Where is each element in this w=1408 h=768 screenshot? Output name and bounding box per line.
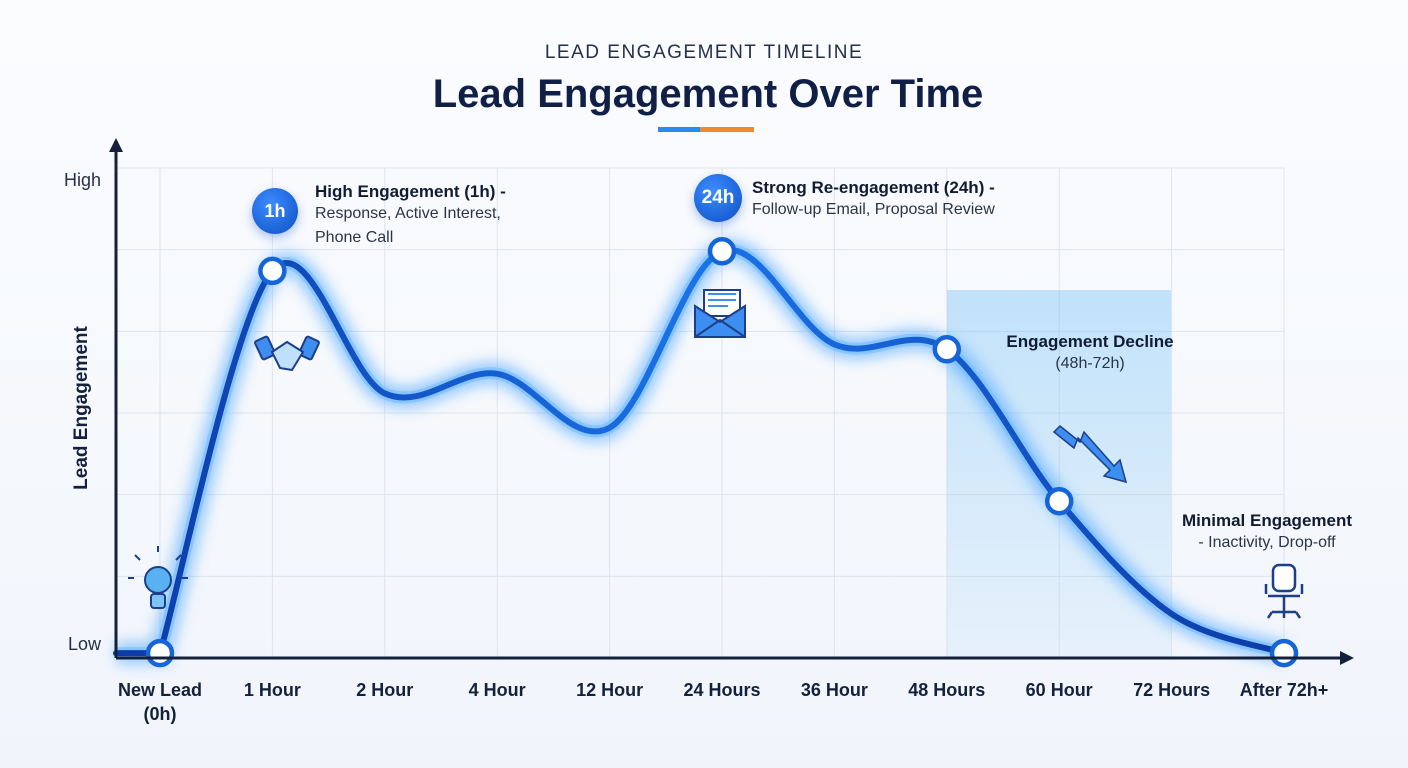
point-marker: [707, 237, 737, 266]
title-underline: [658, 127, 704, 132]
annotation-title: Engagement Decline: [1006, 332, 1174, 351]
annotation: High Engagement (1h) - Response, Active …: [315, 182, 545, 250]
x-tick-label: 36 Hour: [800, 680, 868, 700]
decline-arrow: [1052, 424, 1128, 484]
annotation-title: Strong Re-engagement (24h) -: [752, 178, 995, 197]
x-tick-label: 60 Hour: [1025, 680, 1093, 700]
x-tick-label: New Lead (0h): [117, 680, 203, 724]
badge: 1h: [252, 188, 298, 234]
annotation-text: - Inactivity, Drop-off: [1198, 534, 1336, 551]
bulb-icon: [128, 546, 188, 609]
chart-title: Lead Engagement Over Time: [433, 72, 984, 116]
x-tick-label: 24 Hours: [683, 680, 761, 700]
y-axis-arrow: [109, 138, 123, 152]
point-marker: [145, 638, 175, 668]
email-icon: [694, 289, 746, 338]
x-tick-label: 2 Hour: [356, 680, 414, 700]
annotation-text: (48h-72h): [1055, 355, 1125, 372]
y-tick-label: Low: [68, 634, 102, 654]
x-tick-label: 1 Hour: [243, 680, 301, 700]
y-tick-label: High: [64, 170, 101, 190]
x-tick-label: After 72h+: [1239, 680, 1329, 700]
point-marker: [258, 256, 287, 286]
y-axis-label: Lead Engagement: [71, 326, 92, 490]
annotation-title: Minimal Engagement: [1181, 511, 1353, 530]
annotation: Strong Re-engagement (24h) - Follow-up E…: [752, 178, 1082, 222]
x-tick-label: 72 Hours: [1133, 680, 1211, 700]
point-marker: [1044, 486, 1074, 516]
title-underline: [700, 127, 754, 132]
badge: 24h: [694, 174, 742, 222]
handshake-icon: [254, 335, 320, 372]
x-tick-label: 48 Hours: [908, 680, 986, 700]
x-tick-label: 4 Hour: [468, 680, 526, 700]
annotation-title: High Engagement (1h) -: [315, 182, 506, 201]
annotation-text: Follow-up Email, Proposal Review: [752, 201, 995, 218]
annotation: Minimal Engagement - Inactivity, Drop-of…: [1160, 511, 1374, 555]
annotation-text: Response, Active Interest, Phone Call: [315, 205, 501, 246]
chart-subtitle: LEAD ENGAGEMENT TIMELINE: [545, 42, 863, 63]
point-marker: [1269, 638, 1299, 668]
plot: [113, 237, 1299, 668]
point-marker: [932, 335, 962, 364]
x-tick-label: 12 Hour: [576, 680, 644, 700]
x-axis-arrow: [1340, 651, 1354, 665]
chair-icon: [1264, 563, 1304, 619]
annotation: Engagement Decline (48h-72h): [980, 332, 1200, 376]
